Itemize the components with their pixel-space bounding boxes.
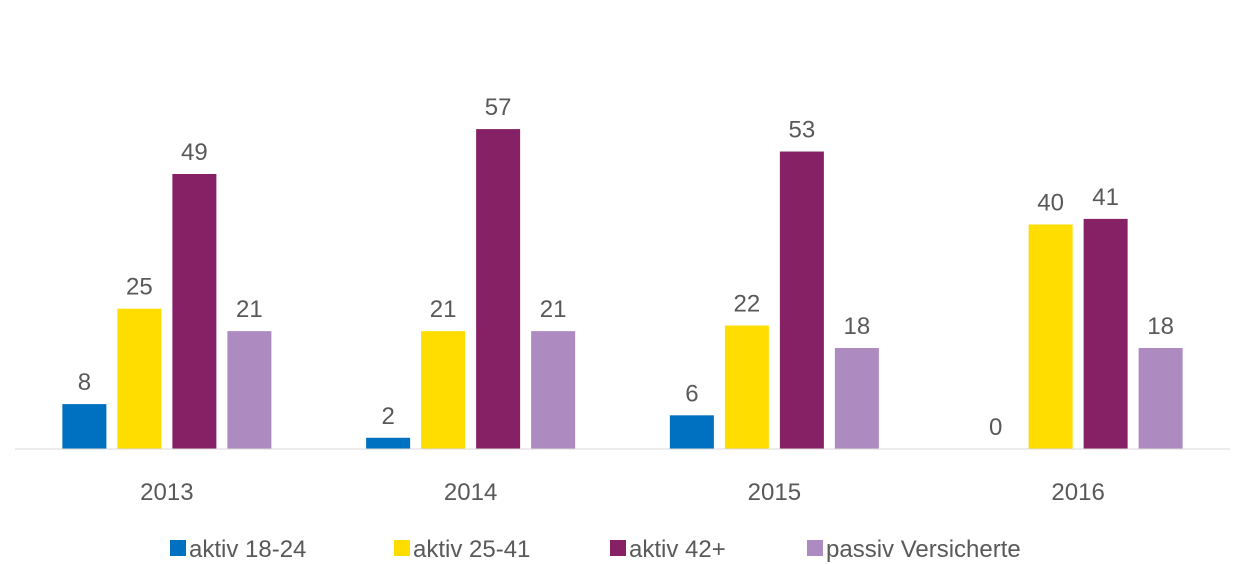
legend-label: aktiv 25-41 [413, 536, 530, 563]
bar [227, 331, 272, 449]
value-label: 41 [1092, 184, 1119, 211]
bar [531, 331, 576, 449]
value-label: 6 [685, 380, 698, 407]
legend-swatch [170, 540, 186, 556]
bar [1138, 347, 1183, 449]
value-label: 18 [1147, 313, 1174, 340]
value-label: 18 [844, 313, 871, 340]
value-label: 21 [430, 296, 457, 323]
value-label: 57 [485, 94, 512, 121]
value-label: 53 [789, 117, 816, 144]
bar [62, 404, 107, 449]
bar [779, 151, 824, 449]
value-label: 40 [1037, 190, 1064, 217]
value-label: 25 [126, 274, 153, 301]
bar [172, 173, 217, 450]
x-tick-label: 2014 [444, 479, 497, 506]
bar [366, 437, 411, 449]
bar [669, 415, 714, 449]
value-label: 22 [734, 291, 761, 318]
legend-swatch [394, 540, 410, 556]
legend-swatch [807, 540, 823, 556]
value-label: 49 [181, 139, 208, 166]
bar [117, 308, 162, 449]
bar [1083, 218, 1128, 449]
bar [421, 331, 466, 449]
x-tick-label: 2016 [1051, 479, 1104, 506]
value-label: 21 [236, 296, 263, 323]
bar [476, 129, 521, 449]
x-tick-label: 2015 [748, 479, 801, 506]
value-label: 8 [78, 369, 91, 396]
value-label: 21 [540, 296, 567, 323]
legend-label: aktiv 42+ [629, 536, 726, 563]
bar [834, 347, 879, 449]
legend-swatch [610, 540, 626, 556]
x-tick-label: 2013 [140, 479, 193, 506]
legend-label: aktiv 18-24 [189, 536, 306, 563]
legend-label: passiv Versicherte [826, 536, 1021, 563]
bar [1028, 224, 1073, 449]
value-label: 0 [989, 414, 1002, 441]
value-label: 2 [381, 403, 394, 430]
bar [724, 325, 769, 449]
